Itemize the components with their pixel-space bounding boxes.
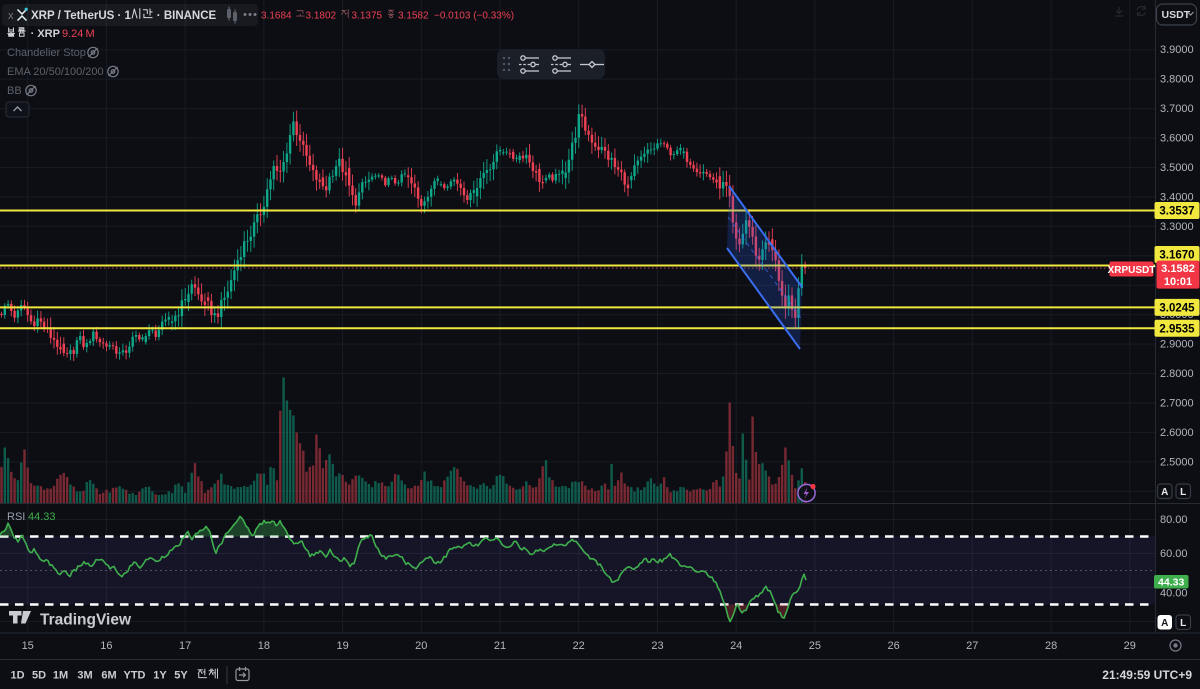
svg-text:3.8000: 3.8000 <box>1160 74 1194 86</box>
svg-text:USDT: USDT <box>1162 9 1191 21</box>
svg-text:3.1802: 3.1802 <box>306 11 337 22</box>
svg-text:6M: 6M <box>101 670 116 682</box>
svg-text:44.33: 44.33 <box>1158 577 1184 589</box>
svg-text:10:01: 10:01 <box>1164 276 1192 288</box>
svg-text:2.9000: 2.9000 <box>1160 339 1194 351</box>
svg-text:5Y: 5Y <box>174 670 188 682</box>
svg-text:BB: BB <box>7 85 22 97</box>
svg-text:3.3537: 3.3537 <box>1159 206 1194 218</box>
svg-text:2.9535: 2.9535 <box>1159 323 1195 335</box>
svg-text:80.00: 80.00 <box>1160 514 1188 526</box>
svg-text:15: 15 <box>22 640 34 652</box>
svg-text:21: 21 <box>494 640 506 652</box>
svg-text:1Y: 1Y <box>153 670 167 682</box>
svg-text:A: A <box>1161 487 1168 498</box>
svg-text:1D: 1D <box>10 670 24 682</box>
svg-text:3.1684: 3.1684 <box>261 11 292 22</box>
svg-text:M: M <box>86 28 95 40</box>
svg-text:3.7000: 3.7000 <box>1160 103 1194 115</box>
svg-text:3.1375: 3.1375 <box>352 11 383 22</box>
svg-text:−0.0103 (−0.33%): −0.0103 (−0.33%) <box>434 11 514 22</box>
svg-text:· XRP: · XRP <box>31 28 60 40</box>
svg-text:26: 26 <box>887 640 899 652</box>
svg-text:21:49:59 UTC+9: 21:49:59 UTC+9 <box>1102 668 1192 682</box>
svg-text:27: 27 <box>966 640 978 652</box>
svg-text:5D: 5D <box>32 670 46 682</box>
svg-text:x: x <box>8 10 14 22</box>
svg-text:24: 24 <box>730 640 742 652</box>
svg-text:2.6000: 2.6000 <box>1160 427 1194 439</box>
svg-text:17: 17 <box>179 640 191 652</box>
svg-text:3.0245: 3.0245 <box>1159 302 1195 314</box>
svg-text:2.7000: 2.7000 <box>1160 398 1194 410</box>
svg-text:40.00: 40.00 <box>1160 588 1188 600</box>
svg-text:YTD: YTD <box>124 670 146 682</box>
svg-text:XRP / TetherUS · 1: XRP / TetherUS · 1 <box>31 10 132 22</box>
svg-text:18: 18 <box>258 640 270 652</box>
svg-text:3.3000: 3.3000 <box>1160 221 1194 233</box>
svg-text:2.5000: 2.5000 <box>1160 456 1194 468</box>
svg-text:3.1582: 3.1582 <box>398 11 429 22</box>
svg-text:L: L <box>1180 487 1186 498</box>
svg-text:25: 25 <box>809 640 821 652</box>
svg-text:22: 22 <box>573 640 585 652</box>
svg-text:60.00: 60.00 <box>1160 548 1188 560</box>
svg-text:19: 19 <box>336 640 348 652</box>
svg-text:9.24: 9.24 <box>62 28 83 40</box>
svg-text:L: L <box>1180 618 1186 629</box>
svg-text:28: 28 <box>1045 640 1057 652</box>
svg-text:RSI: RSI <box>7 511 25 523</box>
svg-text:23: 23 <box>651 640 663 652</box>
svg-text:29: 29 <box>1124 640 1136 652</box>
svg-text:3.6000: 3.6000 <box>1160 133 1194 145</box>
svg-text:3.9000: 3.9000 <box>1160 44 1194 56</box>
svg-text:3.1670: 3.1670 <box>1159 250 1194 262</box>
svg-text:3M: 3M <box>77 670 92 682</box>
svg-text:44.33: 44.33 <box>28 511 56 523</box>
svg-text:EMA 20/50/100/200: EMA 20/50/100/200 <box>7 66 104 78</box>
svg-text:A: A <box>1161 618 1168 629</box>
svg-text:20: 20 <box>415 640 427 652</box>
svg-text:XRPUSDT: XRPUSDT <box>1108 265 1156 276</box>
svg-text:· BINANCE: · BINANCE <box>157 10 217 22</box>
svg-text:3.1582: 3.1582 <box>1161 263 1195 275</box>
svg-text:1M: 1M <box>53 670 68 682</box>
svg-text:16: 16 <box>100 640 112 652</box>
svg-text:Chandelier Stop: Chandelier Stop <box>7 47 86 59</box>
svg-text:2.8000: 2.8000 <box>1160 368 1194 380</box>
svg-text:3.5000: 3.5000 <box>1160 162 1194 174</box>
svg-text:TradingView: TradingView <box>40 612 132 629</box>
svg-text:3.4000: 3.4000 <box>1160 191 1194 203</box>
